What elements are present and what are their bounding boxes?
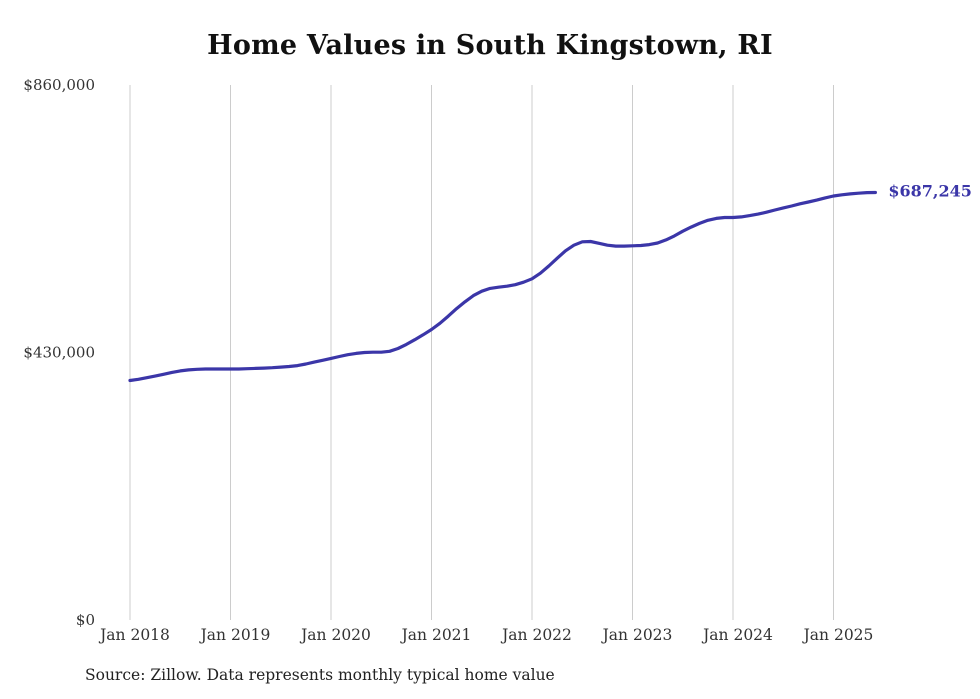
home-value-line: [128, 190, 878, 383]
x-axis-labels-group: Jan 2018 Jan 2019 Jan 2020 Jan 2021 Jan 2022…: [98, 626, 873, 644]
y-axis-label: $860,000: [23, 76, 95, 94]
x-axis-label: Jan 2020: [299, 626, 371, 644]
y-axis-labels-group: $0 $430,000 $860,000: [23, 76, 95, 629]
source-note: Source: Zillow. Data represents monthly …: [85, 666, 555, 684]
chart-title: Home Values in South Kingstown, RI: [207, 30, 773, 61]
gridlines-group: [129, 85, 834, 620]
y-axis-label: $430,000: [23, 344, 95, 362]
end-value-label: $687,245: [888, 182, 972, 201]
x-axis-label: Jan 2025: [802, 626, 874, 644]
x-axis-label: Jan 2021: [400, 626, 472, 644]
x-axis-label: Jan 2019: [199, 626, 271, 644]
x-axis-label: Jan 2023: [601, 626, 673, 644]
x-axis-label: Jan 2018: [98, 626, 170, 644]
x-axis-label: Jan 2022: [500, 626, 572, 644]
x-axis-label: Jan 2024: [701, 626, 773, 644]
y-axis-label: $0: [76, 611, 95, 629]
